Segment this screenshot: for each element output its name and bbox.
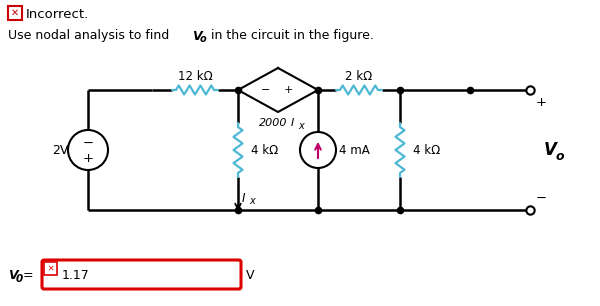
Text: o: o	[556, 151, 565, 163]
Text: −: −	[536, 192, 547, 204]
Bar	[44, 262, 57, 275]
Text: in the circuit in the figure.: in the circuit in the figure.	[207, 29, 374, 43]
Text: =: =	[23, 269, 34, 282]
Text: o: o	[200, 34, 207, 44]
Text: I: I	[242, 192, 245, 204]
Text: V: V	[544, 141, 557, 159]
Text: V: V	[8, 269, 17, 282]
Text: 4 mA: 4 mA	[339, 144, 370, 156]
Text: I: I	[291, 118, 294, 128]
FancyBboxPatch shape	[42, 260, 241, 289]
Text: 12 kΩ: 12 kΩ	[178, 70, 212, 84]
Text: 4 kΩ: 4 kΩ	[251, 144, 278, 156]
Text: −: −	[262, 85, 271, 95]
Text: 0: 0	[16, 274, 23, 283]
Text: x: x	[249, 196, 255, 206]
Text: +: +	[283, 85, 293, 95]
Text: V: V	[192, 29, 202, 43]
Text: ✕: ✕	[47, 264, 53, 273]
Text: 2000: 2000	[259, 118, 287, 128]
Text: ✕: ✕	[11, 8, 19, 18]
Bar	[8, 6, 22, 20]
Text: −: −	[82, 136, 94, 150]
Text: 2V: 2V	[52, 144, 68, 156]
Text: x: x	[298, 121, 304, 131]
Text: Use nodal analysis to find: Use nodal analysis to find	[8, 29, 173, 43]
Text: 2 kΩ: 2 kΩ	[346, 70, 373, 84]
Text: Incorrect.: Incorrect.	[26, 8, 89, 21]
Text: V: V	[246, 269, 254, 282]
Text: +: +	[83, 151, 94, 165]
Text: 4 kΩ: 4 kΩ	[413, 144, 440, 156]
Text: +: +	[536, 95, 547, 109]
Text: 1.17: 1.17	[62, 269, 90, 282]
